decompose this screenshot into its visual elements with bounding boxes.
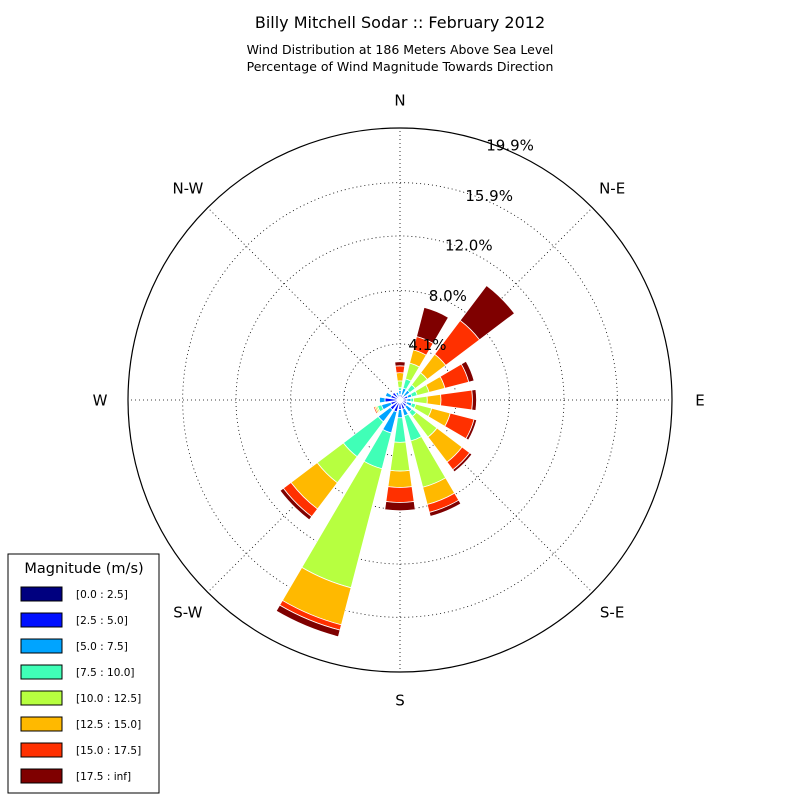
wind-bar-segment [413, 395, 428, 405]
legend-swatch [20, 586, 63, 602]
wind-bar-segment [397, 409, 403, 419]
legend: Magnitude (m/s) [0.0 : 2.5] [2.5 : 5.0] [5… [7, 553, 160, 794]
radial-tick-label: 19.9% [486, 137, 534, 155]
chart-subtitle-line-2: Percentage of Wind Magnitude Towards Dir… [247, 59, 554, 74]
wind-bar-segment [395, 372, 405, 382]
legend-entry-label: [7.5 : 10.0] [76, 667, 134, 679]
wind-bar-segment [385, 486, 415, 503]
legend-entry-label: [15.0 : 17.5] [76, 745, 141, 757]
chart-subtitle-line-1: Wind Distribution at 186 Meters Above Se… [247, 42, 554, 57]
legend-swatch [20, 690, 63, 706]
legend-entry-label: [5.0 : 7.5] [76, 641, 128, 653]
radial-tick-label: 15.9% [465, 187, 513, 205]
wind-bar-segment [387, 469, 413, 488]
wind-bar-segment [460, 360, 475, 383]
wind-bar-segment [279, 487, 313, 521]
wind-bar-segment [398, 390, 402, 396]
wind-bar-segment [471, 389, 477, 411]
grid-spoke [399, 399, 593, 593]
direction-labels: N N-E E S-E S S-W W N-W [93, 92, 705, 710]
direction-label-e: E [695, 392, 704, 410]
wind-bar-segment [384, 391, 393, 399]
wind-bar-segment [465, 418, 478, 441]
legend-entry-label: [12.5 : 15.0] [76, 719, 141, 731]
direction-label-s-w: S-W [173, 604, 202, 622]
wind-bar-segment [406, 398, 412, 402]
direction-label-s-e: S-E [600, 604, 624, 622]
wind-bar-segment [416, 306, 449, 344]
wind-bar-segment [393, 417, 407, 443]
wind-sectors [275, 284, 516, 638]
wind-bar-segment [428, 499, 462, 517]
wind-bar-segment [396, 380, 404, 389]
wind-bar-segment [440, 389, 473, 411]
direction-label-n: N [394, 92, 405, 110]
direction-label-w: W [93, 392, 108, 410]
wind-bar-segment [394, 365, 406, 374]
legend-entry-label: [2.5 : 5.0] [76, 615, 128, 627]
legend-swatch [20, 638, 63, 654]
legend-entry-label: [17.5 : inf] [76, 771, 131, 783]
grid-ring [290, 290, 510, 510]
wind-bar-segment [384, 501, 416, 512]
radial-tick-label: 12.0% [445, 236, 493, 254]
wind-bar-segment [394, 361, 406, 367]
direction-label-n-e: N-E [599, 179, 625, 197]
chart-title: Billy Mitchell Sodar :: February 2012 [255, 13, 545, 32]
wind-bar-segment [379, 396, 386, 404]
radial-tick-label: 4.1% [408, 336, 446, 354]
wind-bar-segment [373, 406, 379, 415]
legend-swatch [20, 742, 63, 758]
legend-entry-label: [10.0 : 12.5] [76, 693, 141, 705]
wind-bar-segment [426, 393, 442, 407]
wind-bar-segment [459, 284, 516, 341]
legend-swatch [20, 768, 63, 784]
wind-bar-segment [389, 441, 411, 472]
legend-title: Magnitude (m/s) [24, 561, 143, 577]
legend-swatch [20, 612, 63, 628]
direction-label-n-w: N-W [172, 179, 203, 197]
radial-tick-label: 8.0% [429, 287, 467, 305]
grid-spoke [207, 207, 401, 401]
direction-label-s: S [395, 692, 405, 710]
outer-frame [127, 127, 673, 673]
radial-tick-labels: 4.1% 8.0% 12.0% 15.9% 19.9% [408, 137, 534, 355]
wind-bar-segment [452, 452, 473, 473]
legend-entry-label: [0.0 : 2.5] [76, 589, 128, 601]
legend-swatch [20, 664, 63, 680]
wind-bar-segment [391, 391, 400, 400]
wind-bar-segment [275, 604, 341, 638]
grid-ring [182, 182, 618, 618]
legend-swatch [20, 716, 63, 732]
wind-bar-segment [395, 391, 400, 398]
